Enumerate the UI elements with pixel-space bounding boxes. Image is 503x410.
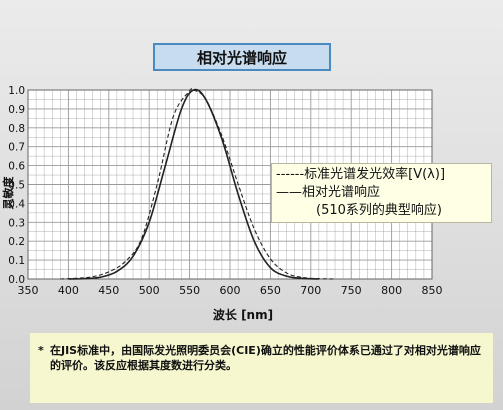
y-axis-label: 灵敏度 — [1, 176, 15, 210]
y-tick-label: 0.0 — [8, 274, 25, 286]
x-tick-label: 650 — [260, 284, 281, 297]
x-tick-label: 700 — [300, 284, 321, 297]
x-tick-label: 800 — [381, 284, 402, 297]
y-tick-label: 1.0 — [8, 85, 25, 97]
y-tick-label: 0.5 — [8, 180, 25, 192]
curves — [60, 87, 336, 280]
legend-entry-note: (510系列的典型响应) — [316, 203, 442, 218]
y-tick-label: 0.3 — [8, 217, 25, 229]
series-relative-response-line — [68, 88, 319, 280]
y-tick-label: 0.4 — [8, 198, 25, 210]
x-tick-label: 850 — [422, 284, 443, 297]
x-tick-label: 450 — [98, 284, 119, 297]
x-tick-label: 500 — [139, 284, 160, 297]
grid-lines — [27, 89, 433, 280]
y-tick-label: 0.9 — [8, 104, 25, 116]
x-axis-label: 波长 [nm] — [213, 307, 273, 322]
legend: ------标准光谱发光效率[V(λ)] ——相对光谱响应 (510系列的典型响… — [271, 163, 492, 223]
y-tick-label: 0.6 — [8, 161, 25, 173]
tick-labels: 350 400 450 500 550 600 650 700 750 800 850 0.0 0.1 0… — [8, 85, 442, 297]
legend-entry-relative-response: ——相对光谱响应 — [276, 185, 381, 200]
x-tick-label: 600 — [220, 284, 241, 297]
legend-entry-standard-luminosity: ------标准光谱发光效率[V(λ)] — [276, 167, 446, 182]
y-tick-label: 0.8 — [8, 123, 25, 135]
footnote-text: 在JIS标准中，由国际发光照明委员会(CIE)确立的性能评价体系已通过了对相对光… — [50, 344, 481, 372]
x-tick-label: 350 — [18, 284, 39, 297]
x-tick-label: 400 — [58, 284, 79, 297]
footnote-mark: * — [38, 344, 44, 357]
y-tick-label: 0.2 — [8, 236, 25, 248]
footnote-box: * 在JIS标准中，由国际发光照明委员会(CIE)确立的性能评价体系已通过了对相… — [30, 333, 493, 403]
y-tick-label: 0.7 — [8, 142, 25, 154]
y-tick-label: 0.1 — [8, 255, 25, 267]
chart-title: 相对光谱响应 — [153, 43, 331, 71]
x-tick-label: 550 — [179, 284, 200, 297]
x-tick-label: 750 — [341, 284, 362, 297]
